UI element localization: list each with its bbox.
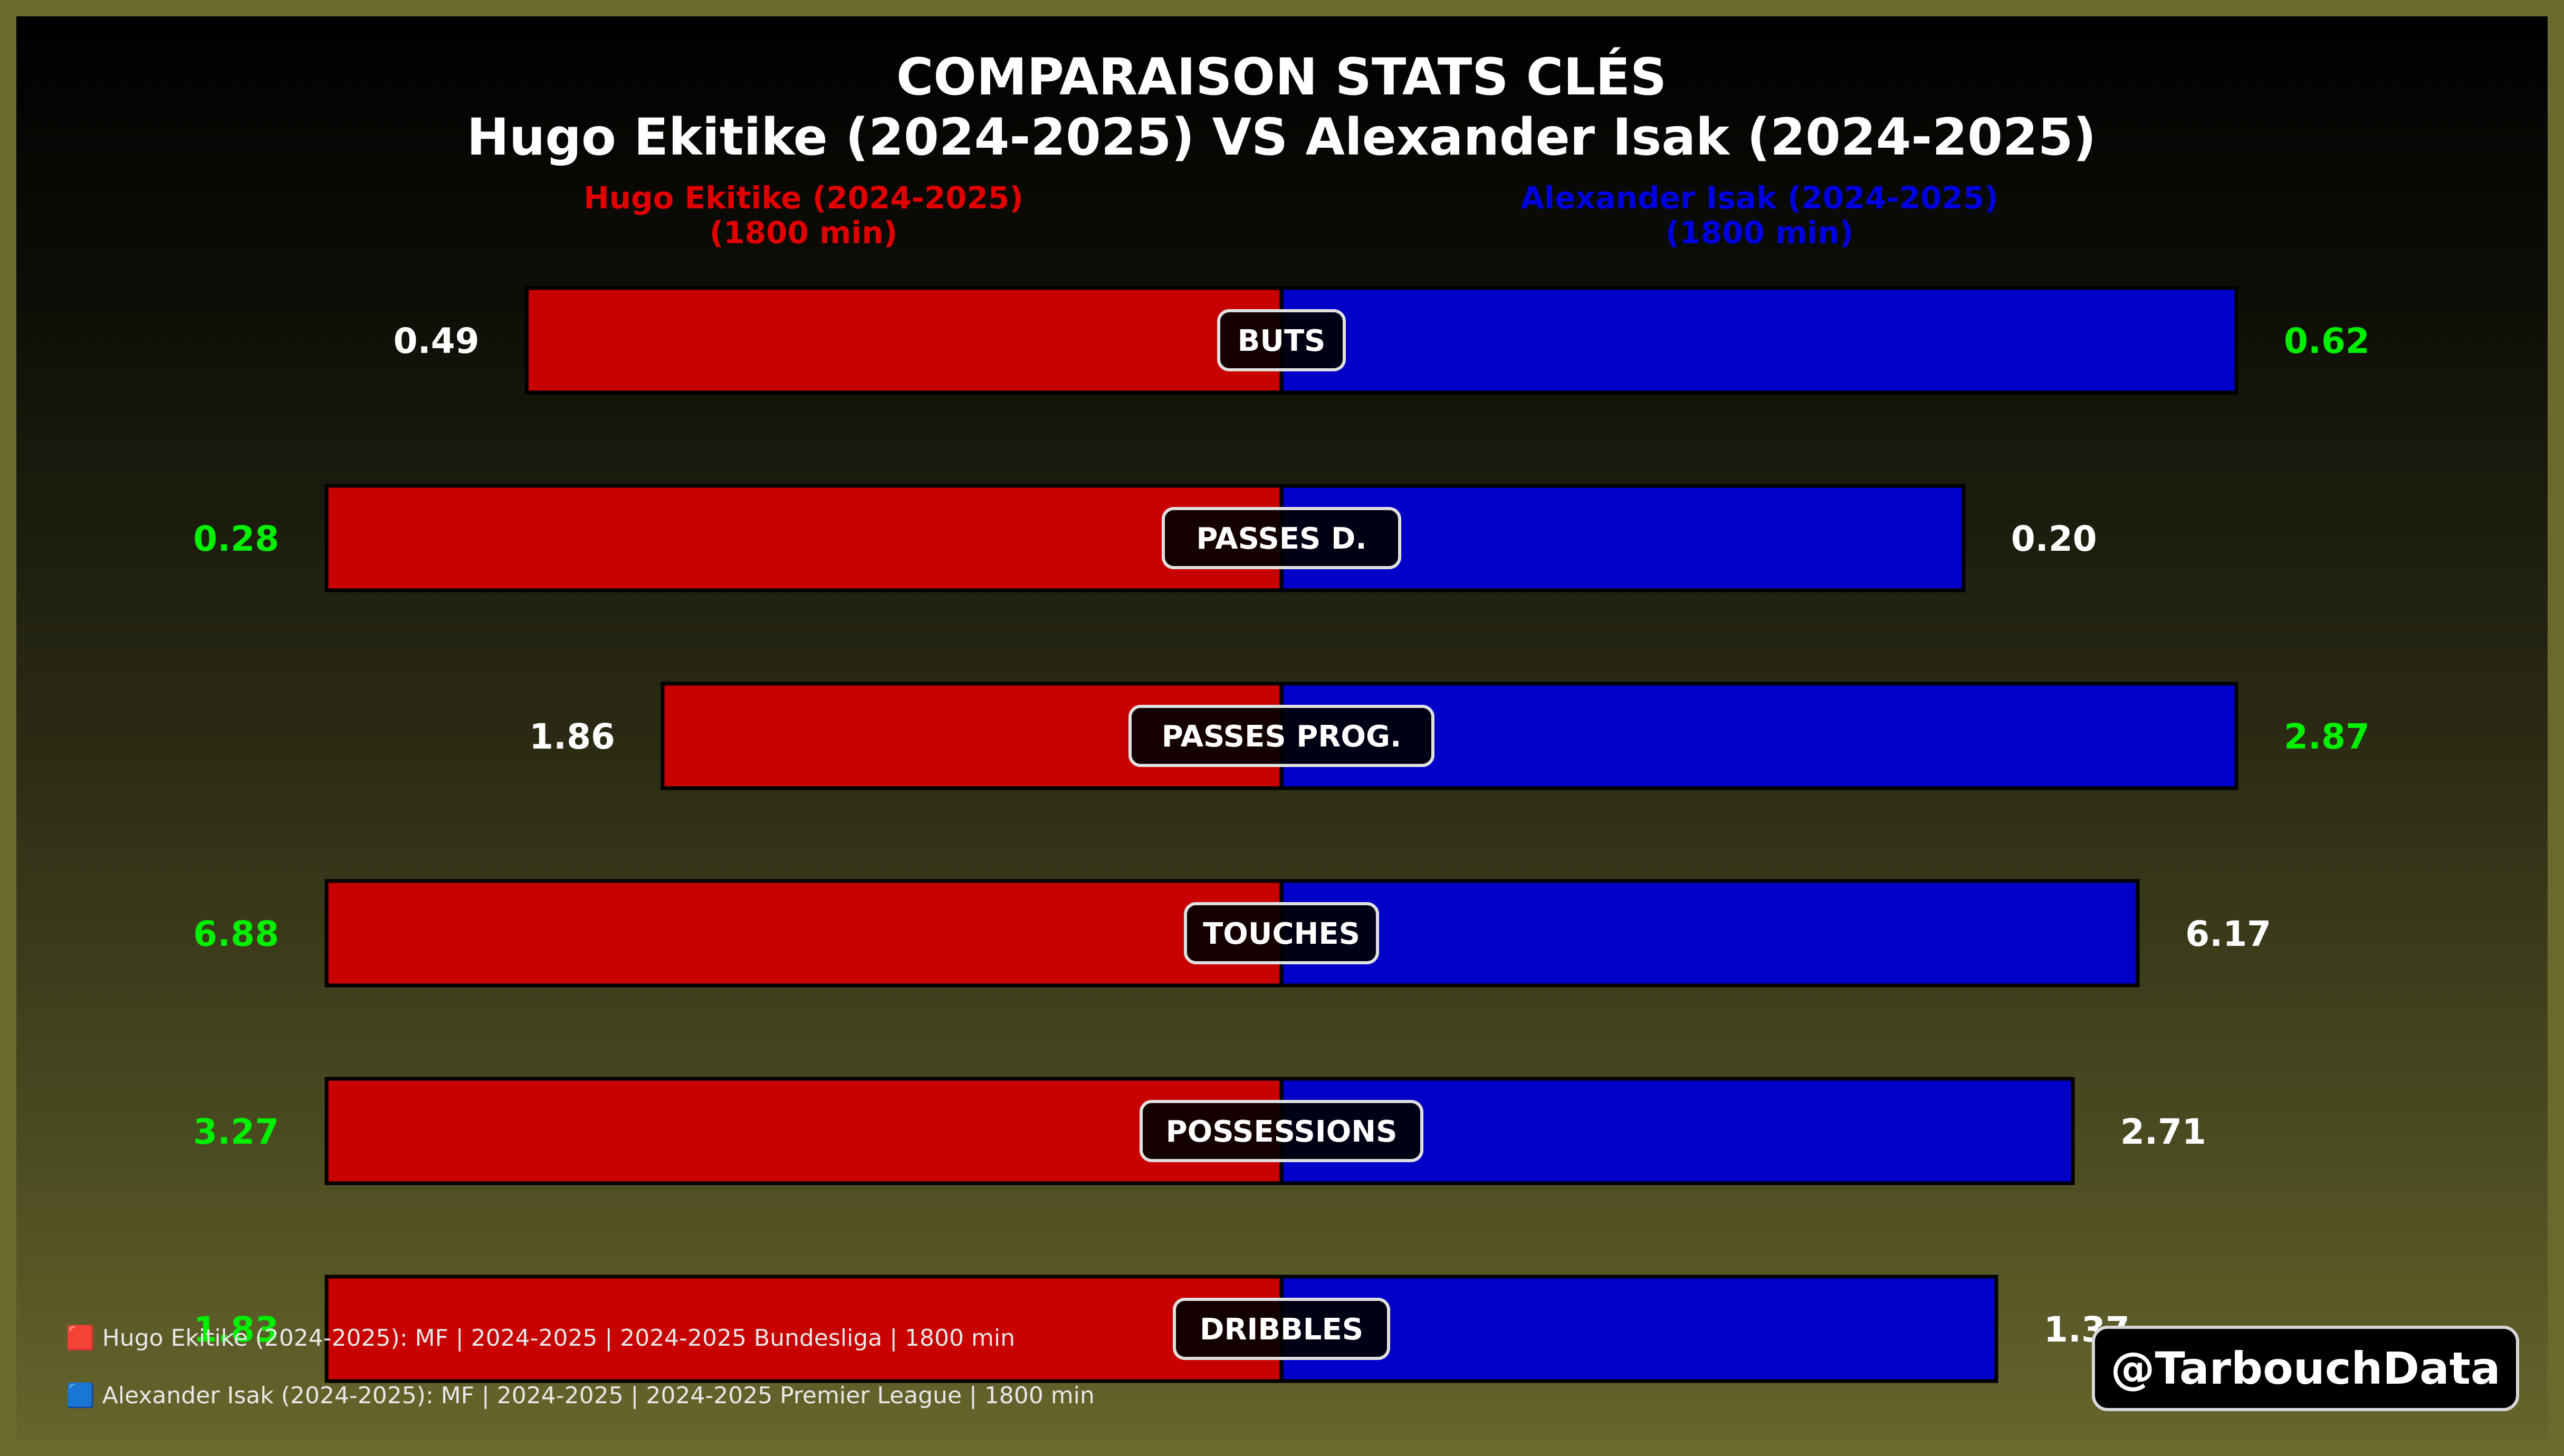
category-label-1: PASSES D.	[1196, 522, 1366, 556]
chart-subtitle: Hugo Ekitike (2024-2025) VS Alexander Is…	[467, 108, 2097, 167]
category-label-2: PASSES PROG.	[1162, 720, 1401, 754]
value-label-left-0: 0.49	[394, 321, 480, 361]
bar-right-5	[1279, 1275, 1998, 1383]
bar-right-0	[1279, 286, 2238, 395]
category-badge-4	[1140, 1100, 1423, 1162]
category-badge-2	[1128, 705, 1434, 767]
bar-left-3	[324, 879, 1284, 988]
value-label-left-1: 0.28	[193, 519, 279, 559]
chart-panel: COMPARAISON STATS CLÉS Hugo Ekitike (202…	[16, 16, 2548, 1440]
category-badge-5	[1173, 1298, 1390, 1360]
right-player-name: Alexander Isak (2024-2025)	[1520, 180, 1998, 216]
bar-left-0	[525, 286, 1284, 395]
value-label-left-2: 1.86	[529, 716, 615, 757]
value-label-left-4: 3.27	[193, 1112, 279, 1152]
category-badge-3	[1184, 902, 1379, 964]
value-label-right-4: 2.71	[2120, 1112, 2206, 1152]
value-label-left-5: 1.83	[193, 1309, 279, 1350]
left-player-minutes: (1800 min)	[710, 215, 897, 251]
watermark-badge: @TarbouchData	[2092, 1326, 2519, 1411]
value-label-right-0: 0.62	[2284, 321, 2370, 361]
category-label-3: TOUCHES	[1203, 917, 1360, 951]
value-label-right-1: 0.20	[2011, 519, 2097, 559]
left-player-name: Hugo Ekitike (2024-2025)	[583, 180, 1023, 216]
category-badge-1	[1162, 507, 1401, 569]
value-label-right-2: 2.87	[2284, 716, 2370, 757]
category-label-5: DRIBBLES	[1200, 1313, 1363, 1347]
footnote-left-player: 🟥 Hugo Ekitike (2024-2025): MF | 2024-20…	[66, 1325, 1015, 1352]
bar-left-5	[324, 1275, 1284, 1383]
bar-left-4	[324, 1077, 1284, 1185]
bar-rows: 0.49 0.62 BUTS 0.28 0.20 PASSES D. 1.86 2.87 PAS…	[193, 286, 2370, 1383]
bar-left-1	[324, 484, 1284, 592]
chart-title: COMPARAISON STATS CLÉS	[896, 47, 1667, 107]
category-label-4: POSSESSIONS	[1166, 1115, 1398, 1149]
right-player-minutes: (1800 min)	[1666, 215, 1853, 251]
comparison-chart: COMPARAISON STATS CLÉS Hugo Ekitike (202…	[66, 47, 2370, 1409]
value-label-right-3: 6.17	[2185, 914, 2271, 954]
category-label-0: BUTS	[1238, 324, 1326, 358]
category-badge-0	[1217, 309, 1346, 371]
bar-right-2	[1279, 682, 2238, 790]
value-label-left-3: 6.88	[193, 914, 279, 954]
footnote-right-player: 🟦 Alexander Isak (2024-2025): MF | 2024-…	[66, 1382, 1095, 1409]
bar-right-3	[1279, 879, 2140, 988]
